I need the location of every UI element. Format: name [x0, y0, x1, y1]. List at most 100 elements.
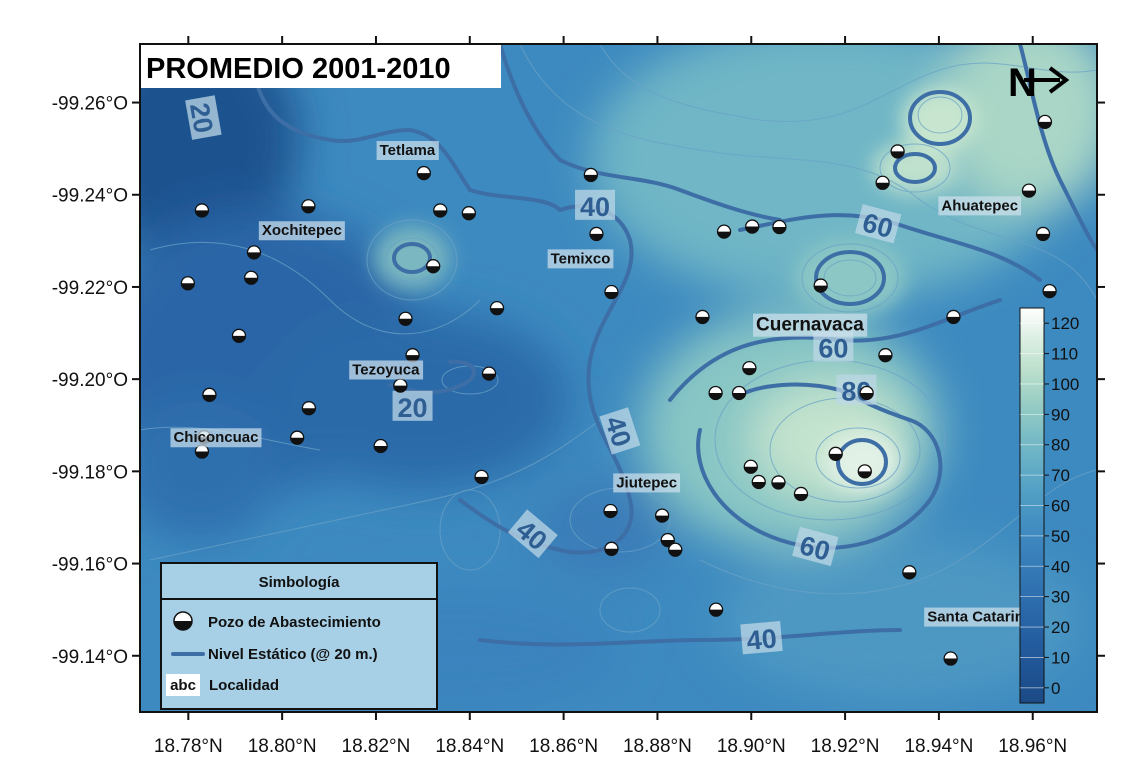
- well-marker: [301, 199, 316, 214]
- colorbar-tick-label: 100: [1051, 375, 1079, 394]
- well-marker: [668, 542, 683, 557]
- well-marker: [393, 378, 408, 393]
- locality-name: Chiconcuac: [173, 429, 258, 446]
- well-marker: [194, 203, 210, 218]
- well-marker: [793, 486, 809, 502]
- locality-name: Tetlama: [380, 142, 436, 159]
- well-marker: [946, 309, 961, 325]
- legend-item-line: Nivel Estático (@ 20 m.): [171, 646, 378, 663]
- well-marker: [405, 348, 420, 363]
- well-marker: [589, 226, 604, 242]
- well-marker: [902, 565, 917, 580]
- colorbar-tick-label: 70: [1051, 466, 1070, 485]
- well-marker: [290, 430, 305, 445]
- well-marker: [246, 245, 262, 260]
- north-arrow-icon: [1048, 66, 1070, 94]
- map-frame: [139, 43, 1098, 713]
- x-tick-label: 18.82°N: [342, 736, 411, 757]
- contour-label: 60: [792, 526, 839, 567]
- x-tick-label: 18.94°N: [904, 736, 973, 757]
- legend-label-line: Nivel Estático (@ 20 m.): [208, 646, 378, 663]
- well-marker: [813, 278, 828, 293]
- colorbar-tick-label: 20: [1051, 618, 1070, 637]
- contour-label: 40: [740, 621, 783, 656]
- legend-title: Simbología: [259, 574, 340, 591]
- thin-contours: [140, 44, 1097, 633]
- well-marker: [731, 385, 747, 401]
- svg-text:40: 40: [745, 623, 778, 656]
- well-marker: [708, 602, 724, 617]
- well-marker: [461, 206, 477, 221]
- colorbar-tick-label: 10: [1051, 648, 1070, 667]
- locality-label: Temixco: [547, 249, 614, 269]
- colorbar-tick-label: 50: [1051, 527, 1070, 546]
- well-marker: [745, 219, 760, 234]
- well-marker: [857, 464, 872, 479]
- well-marker: [194, 444, 210, 459]
- well-marker: [1035, 226, 1051, 242]
- locality-label: Xochitepec: [258, 221, 345, 241]
- locality-name: Ahuatepec: [941, 197, 1018, 214]
- x-tick-label: 18.90°N: [717, 736, 786, 757]
- well-marker: [743, 459, 758, 474]
- colorbar-tick-label: 90: [1051, 405, 1070, 424]
- well-marker: [398, 311, 413, 326]
- well-marker: [373, 438, 388, 454]
- well-marker: [426, 259, 441, 274]
- north-arrow-label: N: [1008, 61, 1037, 105]
- well-marker: [231, 328, 247, 343]
- svg-text:60: 60: [818, 333, 848, 363]
- well-marker: [583, 167, 598, 183]
- colorbar: 0 10 20 30 40 50 60 70 80 90 100 110 120: [1019, 307, 1079, 704]
- x-tick-label: 18.88°N: [623, 736, 692, 757]
- well-marker: [1042, 283, 1057, 299]
- colorbar-tick-label: 80: [1051, 436, 1070, 455]
- well-marker: [603, 503, 618, 519]
- locality-name: Santa Catarina: [927, 609, 1033, 626]
- locality-name: Temixco: [551, 250, 611, 267]
- well-marker: [416, 165, 431, 181]
- x-axis: 18.78°N 18.80°N 18.82°N 18.84°N 18.86°N 18.88…: [154, 36, 1067, 757]
- contour-label: 20: [392, 390, 433, 423]
- locality-label: Ahuatepec: [938, 196, 1022, 216]
- x-tick-label: 18.86°N: [529, 736, 598, 757]
- well-marker: [878, 348, 893, 363]
- well-marker: [481, 366, 497, 381]
- locality-name: Cuernavaca: [756, 315, 864, 336]
- well-marker: [1037, 114, 1053, 130]
- well-marker: [772, 219, 787, 235]
- locality-name: Xochitepec: [262, 222, 342, 239]
- y-tick-label: -99.24°O: [52, 186, 128, 207]
- locality-label: Tezoyuca: [349, 360, 424, 380]
- localities: Tetlama Xochitepec Temixco Ahuatepec Cuernav…: [170, 141, 1036, 627]
- well-marker: [180, 276, 196, 291]
- y-axis: -99.26°O -99.24°O -99.22°O -99.20°O -99.18°O…: [52, 94, 1105, 668]
- wells: [180, 114, 1057, 666]
- legend-item-locality: abc Localidad: [166, 674, 279, 696]
- map-title-text: PROMEDIO 2001-2010: [146, 53, 451, 85]
- x-tick-label: 18.80°N: [248, 736, 317, 757]
- well-marker: [751, 474, 766, 490]
- colorbar-tick-label: 60: [1051, 497, 1070, 516]
- locality-label: Tetlama: [376, 141, 439, 161]
- locality-label: Chiconcuac: [170, 428, 262, 448]
- contour-label: 20: [184, 95, 222, 140]
- x-tick-label: 18.78°N: [154, 736, 223, 757]
- well-marker: [771, 475, 786, 490]
- y-tick-label: -99.18°O: [52, 462, 128, 483]
- well-marker: [828, 446, 843, 461]
- well-marker: [716, 224, 732, 239]
- well-marker: [875, 175, 890, 190]
- svg-text:20: 20: [184, 101, 219, 136]
- legend-header: [160, 562, 438, 600]
- locality-symbol: [166, 674, 200, 696]
- locality-label: Jiutepec: [613, 473, 681, 493]
- contour-label: 40: [599, 407, 641, 455]
- legend-label-well: Pozo de Abastecimiento: [208, 614, 381, 631]
- well-marker: [244, 270, 259, 285]
- legend-label-locality: Localidad: [209, 677, 279, 694]
- well-marker: [202, 387, 217, 402]
- well-marker: [742, 360, 757, 376]
- svg-text:40: 40: [580, 192, 610, 222]
